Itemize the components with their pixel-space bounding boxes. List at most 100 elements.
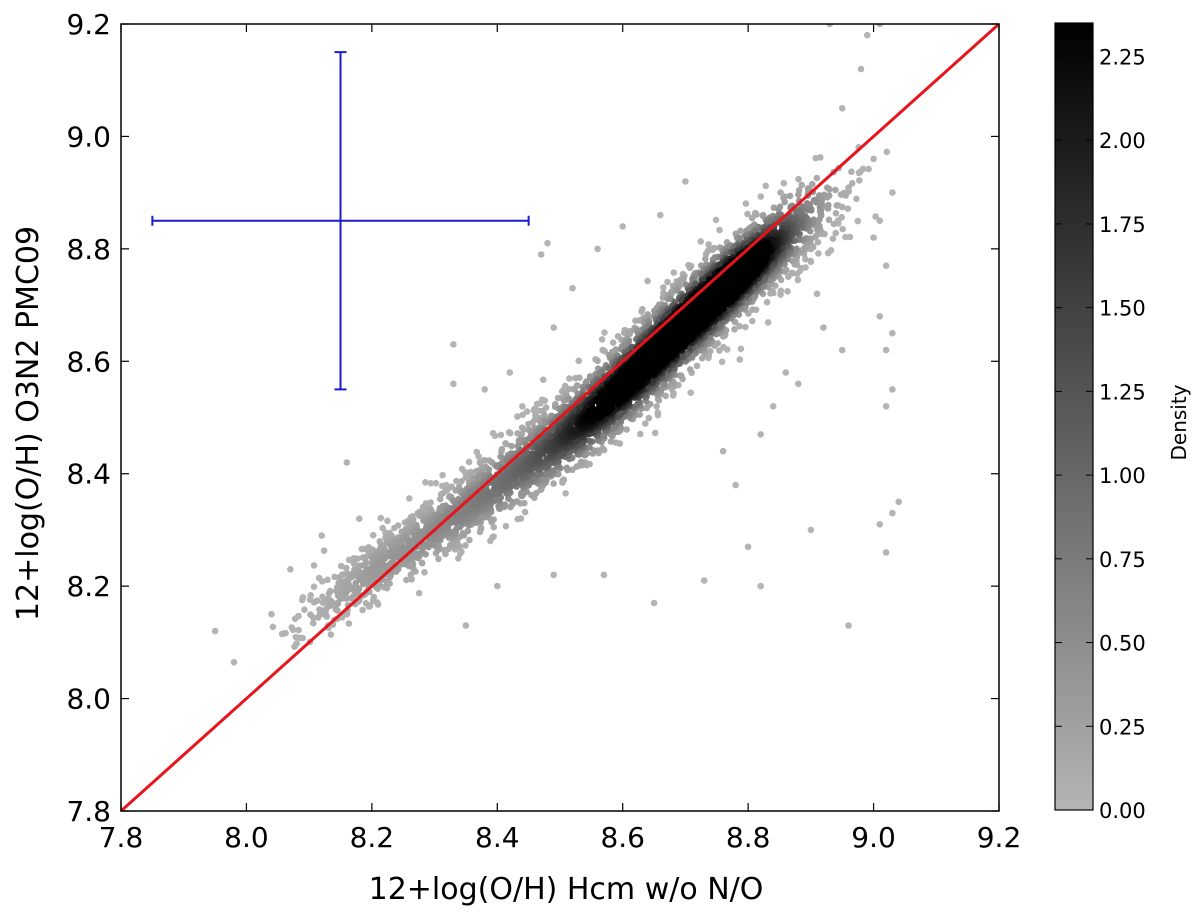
scatter-point bbox=[807, 526, 815, 534]
scatter-point bbox=[544, 239, 551, 247]
scatter-point bbox=[664, 278, 671, 286]
scatter-point bbox=[594, 245, 601, 253]
scatter-point bbox=[566, 385, 573, 393]
scatter-point bbox=[802, 255, 809, 263]
scatter-point bbox=[650, 599, 658, 607]
scatter-point bbox=[882, 262, 890, 270]
scatter-point bbox=[757, 431, 764, 438]
colorbar-tick-label: 1.50 bbox=[1099, 297, 1146, 321]
scatter-point bbox=[521, 508, 529, 516]
scatter-point bbox=[820, 191, 828, 199]
scatter-point bbox=[494, 582, 501, 590]
scatter-point bbox=[742, 323, 749, 331]
scatter-point bbox=[269, 623, 277, 631]
scatter-point bbox=[795, 380, 802, 388]
scatter-point bbox=[816, 204, 824, 211]
scatter-point bbox=[832, 210, 840, 217]
scatter-point bbox=[813, 174, 821, 182]
scatter-point bbox=[356, 515, 363, 522]
scatter-point bbox=[462, 542, 469, 549]
scatter-point bbox=[775, 205, 782, 213]
scatter-point bbox=[762, 182, 769, 190]
scatter-point bbox=[350, 560, 358, 568]
scatter-point bbox=[435, 555, 442, 563]
scatter-point bbox=[838, 105, 846, 112]
scatter-point bbox=[550, 480, 557, 487]
scatter-point bbox=[560, 476, 568, 484]
scatter-point bbox=[490, 533, 497, 540]
scatter-point bbox=[462, 622, 470, 629]
scatter-point bbox=[612, 439, 620, 446]
scatter-point bbox=[318, 532, 326, 539]
scatter-point bbox=[529, 419, 536, 426]
scatter-point bbox=[320, 547, 328, 554]
scatter-point bbox=[462, 474, 470, 481]
scatter-point bbox=[856, 177, 863, 184]
scatter-point bbox=[541, 397, 549, 405]
scatter-point bbox=[870, 234, 877, 241]
scatter-point bbox=[876, 217, 884, 224]
scatter-point bbox=[450, 341, 457, 348]
scatter-point bbox=[744, 210, 751, 218]
scatter-point bbox=[612, 346, 620, 353]
scatter-point bbox=[418, 559, 426, 567]
scatter-point bbox=[782, 266, 790, 274]
y-tick-label: 8.0 bbox=[66, 683, 111, 716]
scatter-point bbox=[459, 529, 467, 537]
colorbar-tick-label: 1.75 bbox=[1099, 213, 1146, 237]
scatter-point bbox=[757, 193, 765, 200]
scatter-point bbox=[623, 426, 630, 433]
scatter-point bbox=[475, 453, 482, 460]
x-axis-label: 12+log(O/H) Hcm w/o N/O bbox=[369, 872, 764, 907]
scatter-point bbox=[769, 403, 777, 410]
scatter-point bbox=[833, 202, 840, 209]
scatter-point bbox=[764, 319, 772, 326]
scatter-point bbox=[742, 200, 750, 207]
scatter-point bbox=[883, 148, 891, 156]
scatter-point bbox=[369, 531, 377, 539]
scatter-point bbox=[230, 659, 238, 666]
scatter-point bbox=[410, 516, 417, 524]
scatter-point bbox=[855, 169, 863, 177]
scatter-point bbox=[324, 576, 331, 584]
scatter-point bbox=[403, 576, 410, 584]
scatter-point bbox=[563, 464, 571, 472]
scatter-point bbox=[825, 216, 833, 224]
scatter-point bbox=[749, 306, 756, 313]
scatter-point bbox=[626, 330, 633, 338]
scatter-point bbox=[299, 634, 307, 642]
scatter-point bbox=[301, 606, 308, 613]
scatter-point bbox=[576, 374, 583, 382]
scatter-point bbox=[466, 536, 473, 544]
scatter-point bbox=[607, 438, 615, 445]
scatter-point bbox=[872, 213, 879, 220]
scatter-point bbox=[441, 547, 448, 554]
scatter-point bbox=[829, 235, 837, 242]
scatter-point bbox=[697, 238, 704, 245]
scatter-point bbox=[503, 440, 510, 448]
scatter-point bbox=[712, 291, 720, 299]
scatter-point bbox=[680, 275, 687, 283]
scatter-point bbox=[498, 448, 505, 456]
scatter-point bbox=[637, 430, 644, 438]
scatter-point bbox=[786, 192, 794, 200]
scatter-point bbox=[406, 495, 413, 502]
scatter-point bbox=[712, 216, 720, 224]
scatter-point bbox=[268, 610, 275, 618]
scatter-point bbox=[287, 566, 294, 573]
scatter-point bbox=[749, 317, 756, 325]
scatter-point bbox=[824, 184, 831, 191]
scatter-point bbox=[882, 346, 890, 354]
scatter-point bbox=[533, 489, 540, 497]
scatter-point bbox=[490, 523, 498, 531]
scatter-point bbox=[795, 175, 802, 183]
scatter-point bbox=[362, 554, 369, 561]
x-tick-label: 9.2 bbox=[977, 821, 1022, 854]
scatter-point bbox=[566, 375, 573, 382]
scatter-point bbox=[686, 366, 694, 373]
scatter-point bbox=[748, 214, 756, 222]
scatter-point bbox=[370, 593, 378, 601]
x-tick-label: 9.0 bbox=[851, 821, 896, 854]
scatter-point bbox=[569, 284, 576, 292]
scatter-point bbox=[784, 288, 791, 295]
